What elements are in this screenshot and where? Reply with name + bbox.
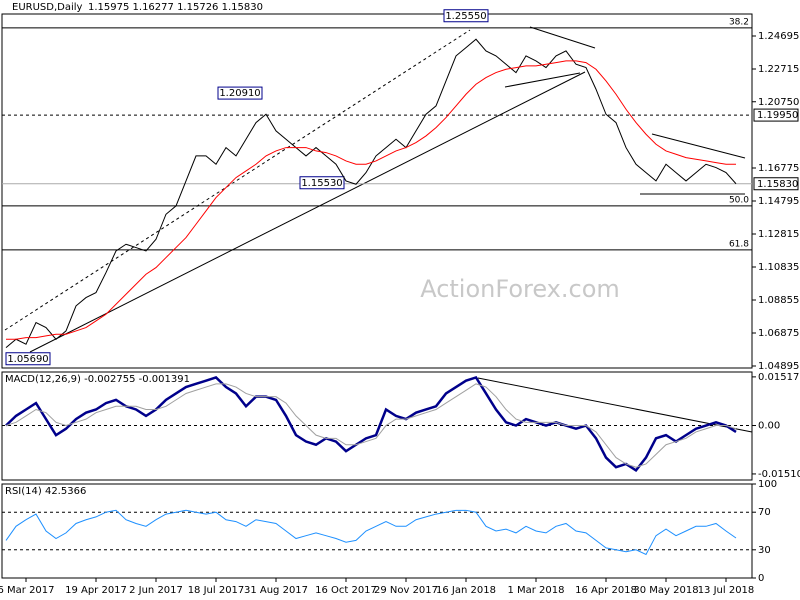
y-tick-label: 0.015176 (758, 372, 800, 383)
y-tick-label: 1.10835 (758, 262, 799, 273)
x-tick-label: 16 Jan 2018 (436, 585, 496, 596)
series-line (5, 509, 737, 556)
y-tick-label: 100 (758, 479, 777, 490)
series-line (6, 60, 736, 340)
y-tick-label: 0 (758, 573, 764, 584)
x-tick-label: 16 Apr 2018 (575, 585, 637, 596)
trend-line (504, 72, 581, 88)
price-box (299, 176, 345, 190)
trend-line (477, 377, 753, 433)
level-label: 1.19950 (757, 110, 798, 121)
y-tick-label: 1.14795 (758, 196, 799, 207)
panel-title: RSI(14) 42.5366 (5, 486, 86, 497)
x-tick-label: 1 Mar 2018 (507, 585, 564, 596)
rsi-panel (1, 483, 753, 579)
price-label: 1.25550 (445, 11, 486, 22)
y-tick-label: 1.08855 (758, 295, 799, 306)
chart-title: EURUSD,Daily (12, 2, 83, 13)
y-tick-label: 1.22715 (758, 64, 799, 75)
y-tick-label: 1.16775 (758, 163, 799, 174)
price-box (5, 352, 51, 366)
last-price-label: 1.15830 (757, 179, 798, 190)
series-line (5, 38, 737, 348)
trend-line (651, 133, 746, 159)
x-tick-label: 29 Nov 2017 (374, 585, 438, 596)
y-tick-label: -0.015109 (758, 469, 800, 480)
x-tick-label: 19 Apr 2017 (65, 585, 127, 596)
y-tick-label: 0.00 (758, 421, 780, 432)
y-tick-label: 1.12815 (758, 229, 799, 240)
main-panel (1, 13, 753, 369)
y-tick-label: 1.24695 (758, 31, 799, 42)
x-tick-label: 16 Oct 2017 (315, 585, 377, 596)
level-box (753, 108, 799, 122)
y-tick-label: 1.20750 (758, 97, 799, 108)
fib-label: 61.8 (729, 239, 749, 249)
watermark: ActionForex.com (420, 275, 620, 303)
quote: 1.15975 1.16277 1.15726 1.15830 (88, 2, 263, 13)
y-tick-label: 70 (758, 507, 771, 518)
y-tick-label: 1.06875 (758, 328, 799, 339)
price-label: 1.15530 (301, 178, 342, 189)
x-tick-label: 6 Mar 2017 (0, 585, 55, 596)
panel-title: MACD(12,26,9) -0.002755 -0.001391 (5, 374, 190, 385)
series-line (5, 375, 737, 473)
y-tick-label: 30 (758, 545, 771, 556)
series-line (5, 383, 737, 468)
x-tick-label: 2 Jun 2017 (129, 585, 183, 596)
x-tick-label: 31 Aug 2017 (244, 585, 308, 596)
price-box (217, 86, 263, 100)
price-label: 1.20910 (219, 88, 260, 99)
trend-line (29, 71, 586, 353)
x-tick-label: 13 Jul 2018 (698, 585, 755, 596)
y-tick-label: 1.04895 (758, 361, 799, 372)
channel-line (4, 29, 471, 331)
x-tick-label: 18 Jul 2017 (188, 585, 245, 596)
x-tick-label: 30 May 2018 (633, 585, 698, 596)
fib-label: 38.2 (729, 17, 749, 27)
trend-line (529, 26, 596, 49)
last-price-box (753, 177, 799, 191)
price-label: 1.05690 (7, 354, 48, 365)
fib-label: 50.0 (729, 195, 749, 205)
price-box (443, 9, 489, 23)
